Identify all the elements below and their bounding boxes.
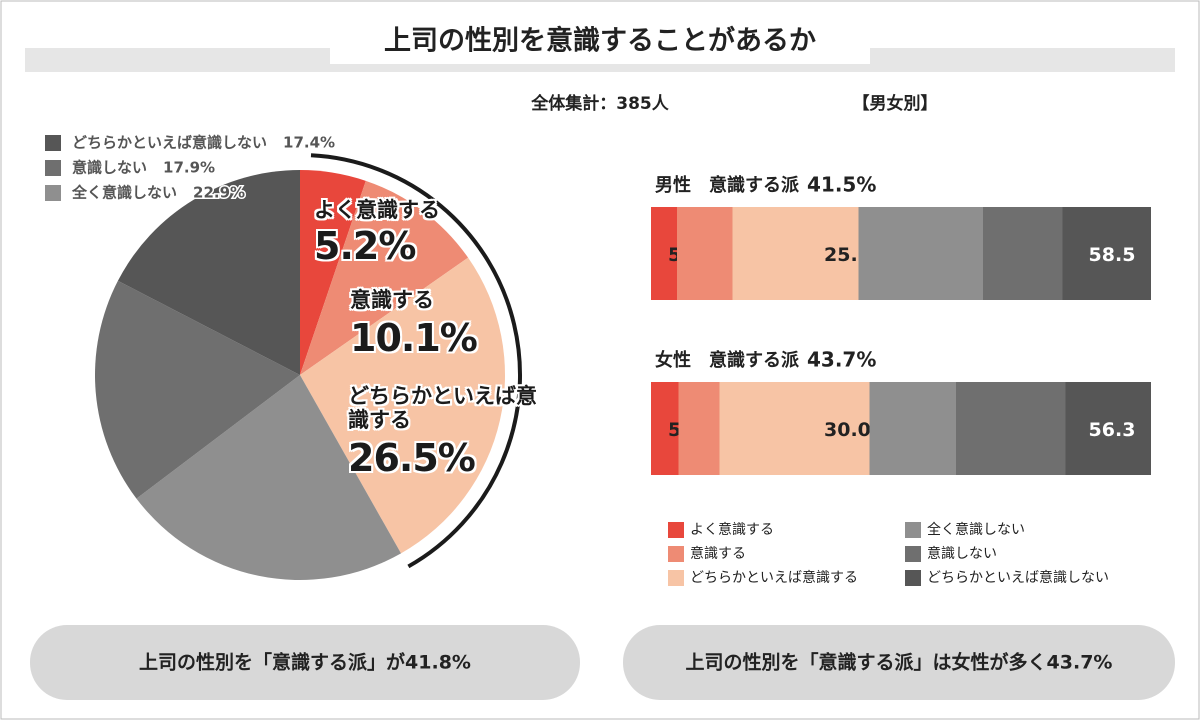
bar-segment: [1062, 207, 1151, 300]
legend-swatch: [668, 546, 684, 562]
summary: 上司の性別を「意識する派」は女性が多く43.7%: [686, 651, 1113, 674]
legend-label: どちらかといえば意識しない: [72, 134, 267, 152]
bar-group-label: 意識する派: [709, 174, 800, 196]
pie-value-label: 5.2%: [314, 224, 416, 268]
legend-swatch: [905, 522, 921, 538]
legend-swatch: [668, 522, 684, 538]
pie-slice: [300, 257, 505, 554]
legend-swatch: [45, 135, 61, 151]
bar-total-label: 41.5%: [807, 173, 876, 197]
legend-value: 17.4%: [283, 134, 335, 152]
title: 上司の性別を意識することがあるか: [384, 25, 816, 57]
bar-segment: [983, 207, 1063, 300]
pie-label: 意識する: [350, 288, 434, 312]
bar-category: 女性: [655, 349, 691, 371]
legend-label: 意識しない: [72, 159, 147, 177]
pie-slice: [136, 375, 402, 580]
bar-segment: [678, 382, 720, 475]
section-label: 【男女別】: [853, 93, 938, 114]
bar-segment: [651, 207, 677, 300]
pie-slice: [300, 180, 469, 375]
legend-label: 意識する: [690, 545, 746, 562]
bar-segment: [719, 382, 870, 475]
bar-segment: [869, 382, 956, 475]
bar-segment: [1065, 382, 1151, 475]
summary: 上司の性別を「意識する派」が41.8%: [139, 651, 471, 674]
legend-value: 22.9%: [193, 184, 245, 202]
bar-group-label: 意識する派: [709, 349, 800, 371]
legend-label: 全く意識しない: [927, 521, 1025, 538]
bracket-arc: [310, 153, 522, 569]
bar-segment: [956, 382, 1066, 475]
legend-swatch: [45, 185, 61, 201]
bar-remainder-label: 58.5: [1089, 244, 1136, 266]
legend-value: 17.9%: [163, 159, 215, 177]
legend-swatch: [45, 160, 61, 176]
legend-swatch: [905, 546, 921, 562]
legend-label: 全く意識しない: [71, 184, 177, 202]
bar-remainder-label: 56.3: [1089, 419, 1136, 441]
pie-label: どちらかといえば意識する: [348, 384, 537, 432]
pie-slice: [117, 170, 300, 375]
summary-pill: [623, 625, 1175, 700]
bar-segment: [732, 207, 859, 300]
title-bg: [330, 20, 870, 64]
bar-category: 男性: [655, 174, 691, 196]
bar-segment: [858, 207, 983, 300]
bar-segment: [651, 382, 679, 475]
bar-segment: [677, 207, 733, 300]
legend-label: 意識しない: [927, 545, 997, 562]
pie-slice: [300, 170, 366, 375]
bar-total-label: 43.7%: [807, 348, 876, 372]
pie-slice: [95, 280, 301, 499]
legend-label: よく意識する: [690, 521, 774, 538]
pie-label: よく意識する: [314, 198, 440, 222]
summary-pill: [30, 625, 580, 700]
legend-label: どちらかといえば意識する: [690, 569, 858, 586]
legend-swatch: [668, 570, 684, 586]
total-label: 全体集計：385人: [530, 93, 669, 114]
legend-label: どちらかといえば意識しない: [927, 569, 1109, 586]
legend-swatch: [905, 570, 921, 586]
pie-value-label: 10.1%: [350, 316, 478, 360]
pie-value-label: 26.5%: [348, 436, 476, 480]
